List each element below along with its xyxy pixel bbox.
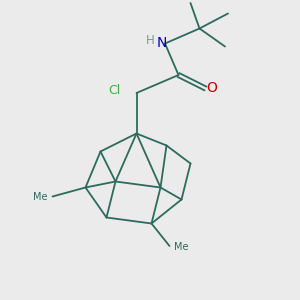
- Text: Me: Me: [174, 242, 188, 253]
- Text: Cl: Cl: [108, 84, 120, 97]
- Text: N: N: [157, 36, 167, 50]
- Text: H: H: [146, 34, 154, 47]
- Text: O: O: [207, 82, 218, 95]
- Text: Me: Me: [34, 191, 48, 202]
